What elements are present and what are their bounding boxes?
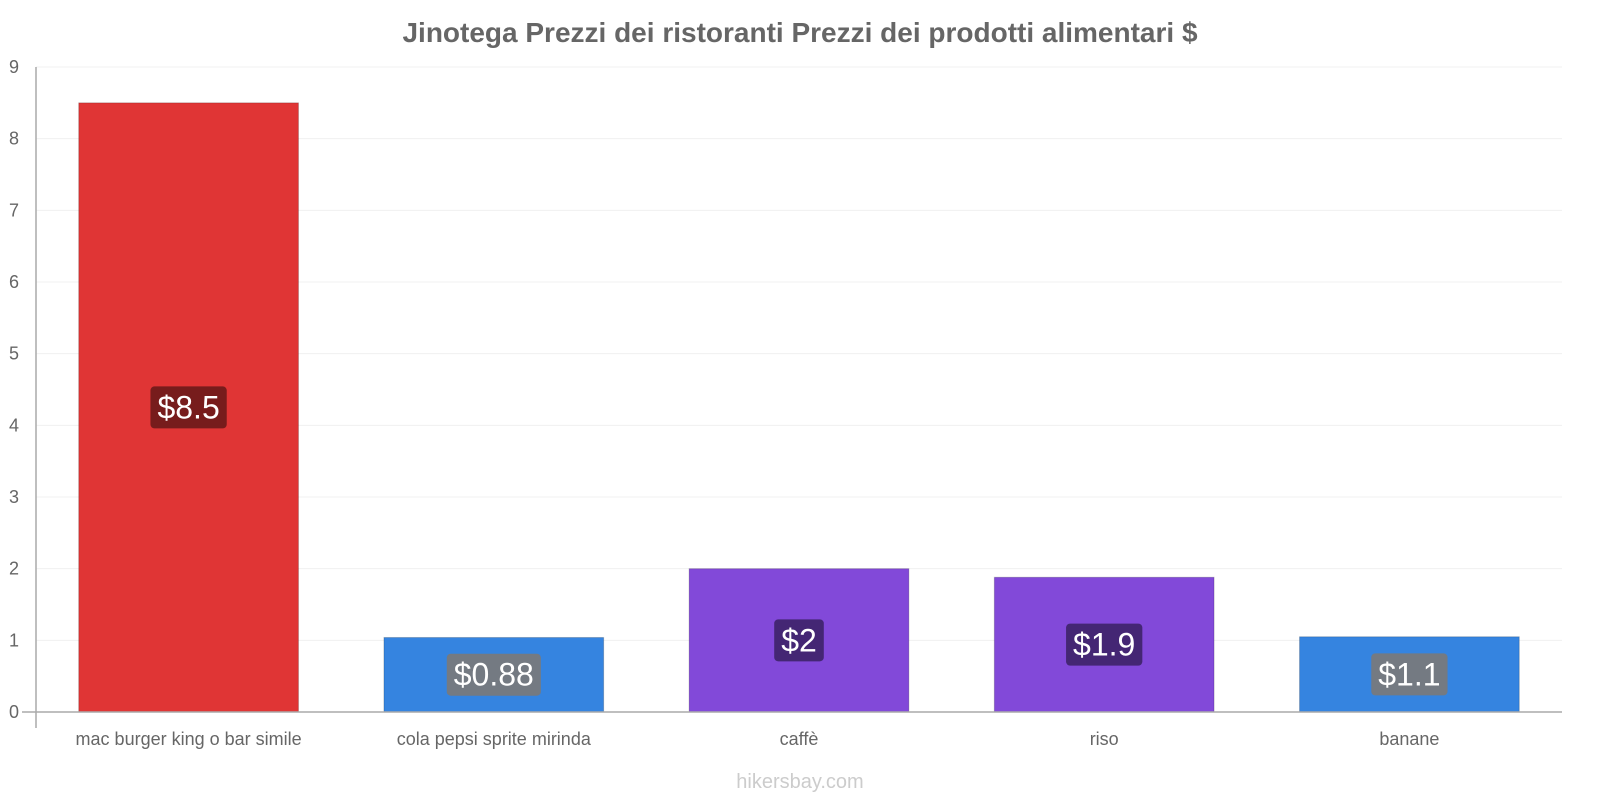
chart-title: Jinotega Prezzi dei ristoranti Prezzi de… [402,17,1197,48]
y-tick-label: 9 [9,57,19,77]
y-tick-label: 3 [9,487,19,507]
data-label: $1.9 [1066,624,1142,666]
x-tick-label: caffè [780,729,819,749]
y-tick-label: 6 [9,272,19,292]
x-tick-label: banane [1379,729,1439,749]
data-label: $2 [774,619,824,661]
y-axis-ticks: 0 1 2 3 4 5 6 7 8 9 [9,57,19,722]
x-tick-label: riso [1090,729,1119,749]
value-labels: $8.5 $0.88 $2 $1.9 $1.1 [150,386,1447,695]
x-tick-label: mac burger king o bar simile [76,729,302,749]
data-label-text: $1.1 [1378,656,1440,692]
data-label-text: $0.88 [454,657,534,693]
x-tick-label: cola pepsi sprite mirinda [397,729,592,749]
y-tick-label: 1 [9,630,19,650]
data-label-text: $2 [781,622,817,658]
y-tick-label: 0 [9,702,19,722]
x-axis-labels: mac burger king o bar simile cola pepsi s… [76,729,1440,749]
y-tick-label: 5 [9,344,19,364]
data-label: $8.5 [150,386,226,428]
data-label: $0.88 [447,654,541,696]
bar-chart: Jinotega Prezzi dei ristoranti Prezzi de… [0,0,1600,800]
y-tick-label: 8 [9,129,19,149]
y-tick-label: 4 [9,415,19,435]
data-label-text: $8.5 [157,389,219,425]
data-label-text: $1.9 [1073,627,1135,663]
y-tick-label: 2 [9,559,19,579]
footer-watermark: hikersbay.com [736,771,863,793]
data-label: $1.1 [1371,653,1447,695]
y-tick-label: 7 [9,200,19,220]
